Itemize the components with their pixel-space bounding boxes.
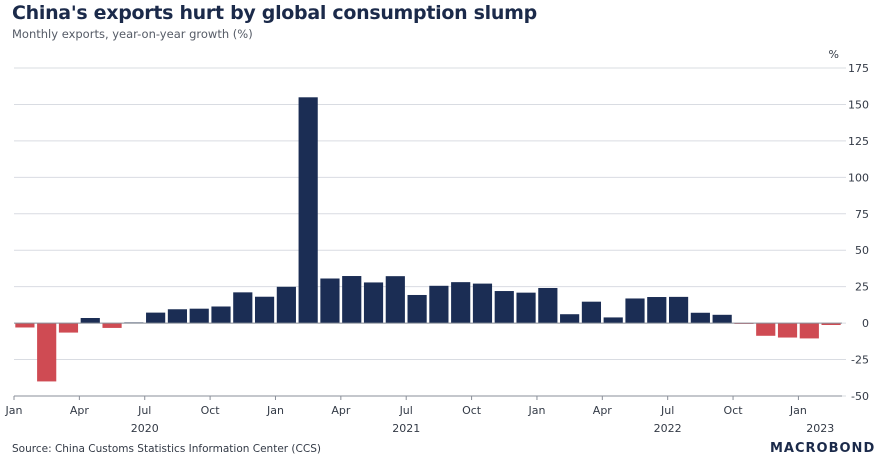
x-tick-label: Jul <box>399 404 413 417</box>
bar-2020-07 <box>146 312 166 324</box>
x-year-label: 2022 <box>654 422 682 435</box>
bar-2022-05 <box>625 298 645 324</box>
bar-2022-06 <box>647 297 667 324</box>
y-tick-label: 0 <box>862 317 869 330</box>
bar-2022-02 <box>560 314 580 324</box>
x-year-label: 2021 <box>392 422 420 435</box>
bar-2021-06 <box>385 276 405 324</box>
y-tick-label: 50 <box>855 244 869 257</box>
y-axis: 175 150 125 100 75 50 25 0 -25 -50 <box>848 62 869 403</box>
x-tick-label: Jan <box>527 404 545 417</box>
bar-2022-11 <box>756 323 776 336</box>
bar-2020-04 <box>80 318 100 324</box>
bar-2022-01 <box>538 287 558 324</box>
bar-2021-05 <box>363 282 384 324</box>
x-tick-label: Jul <box>660 404 674 417</box>
bar-2021-03 <box>320 278 340 324</box>
bar-2022-12 <box>777 323 798 338</box>
x-tick-label: Jul <box>137 404 151 417</box>
bar-2021-10 <box>472 283 493 324</box>
bars <box>15 97 841 382</box>
bar-2021-12 <box>516 292 536 324</box>
y-tick-label: -25 <box>851 354 869 367</box>
bar-2021-01 <box>276 286 296 324</box>
x-tick-label: Jan <box>5 404 23 417</box>
bar-2021-11 <box>494 291 514 324</box>
bar-2022-03 <box>581 301 602 324</box>
macrobond-logo: MACROBOND <box>770 441 876 456</box>
bar-2020-09 <box>189 308 209 324</box>
bar-2020-03 <box>58 323 79 333</box>
x-tick-label: Oct <box>462 404 482 417</box>
bar-2022-08 <box>690 312 710 324</box>
bar-2022-09 <box>712 314 732 324</box>
bar-2021-02 <box>298 97 318 324</box>
bar-2022-04 <box>603 317 623 324</box>
source-note: Source: China Customs Statistics Informa… <box>12 443 321 455</box>
x-tick-label: Apr <box>70 404 90 417</box>
bar-2021-04 <box>342 276 362 324</box>
bar-2020-05 <box>102 323 122 328</box>
x-year-label: 2023 <box>806 422 834 435</box>
bar-2023-01 <box>799 323 819 339</box>
bar-2021-09 <box>451 282 471 324</box>
x-tick-label: Apr <box>593 404 613 417</box>
y-tick-label: 25 <box>855 281 869 294</box>
gridlines <box>14 67 846 397</box>
chart-subtitle: Monthly exports, year-on-year growth (%) <box>12 27 253 41</box>
bar-2020-12 <box>254 296 275 324</box>
x-year-label: 2020 <box>131 422 159 435</box>
y-tick-label: -50 <box>851 390 869 403</box>
y-axis-unit: % <box>829 48 839 61</box>
x-tick-label: Jan <box>266 404 284 417</box>
x-tick-label: Oct <box>724 404 744 417</box>
x-tick-label: Oct <box>201 404 221 417</box>
bar-2020-10 <box>211 306 231 324</box>
bar-2021-07 <box>407 294 427 324</box>
x-tick-label: Jan <box>789 404 807 417</box>
x-axis: Jan Apr Jul Oct Jan Apr Jul Oct Jan Apr Jul Oct Jan 2… <box>5 395 842 435</box>
bar-2020-02 <box>37 323 57 382</box>
bar-2022-07 <box>668 296 689 324</box>
bar-2020-01 <box>15 323 35 328</box>
bar-2020-08 <box>167 309 188 324</box>
bar-2023-02 <box>821 323 841 326</box>
bar-2020-11 <box>233 292 253 324</box>
y-tick-label: 125 <box>848 135 869 148</box>
y-tick-label: 100 <box>848 171 869 184</box>
y-tick-label: 75 <box>855 208 869 221</box>
y-tick-label: 175 <box>848 62 869 75</box>
x-tick-label: Apr <box>331 404 351 417</box>
y-tick-label: 150 <box>848 98 869 111</box>
chart-title: China's exports hurt by global consumpti… <box>12 2 537 24</box>
bar-2021-08 <box>429 285 449 324</box>
